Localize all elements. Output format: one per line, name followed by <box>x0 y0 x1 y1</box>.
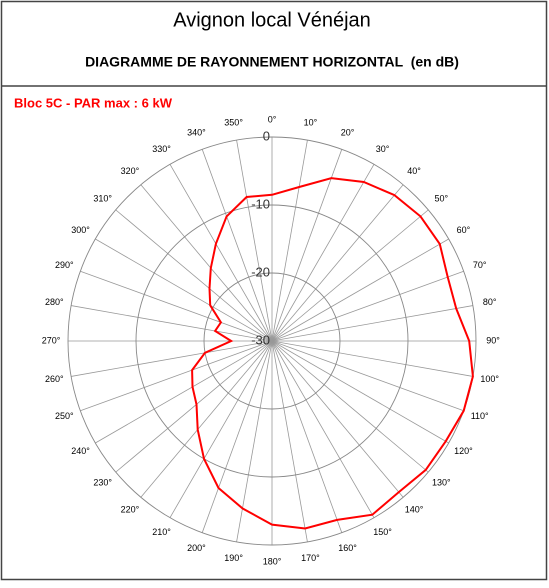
grid-ring <box>135 204 409 478</box>
angle-label: 240° <box>71 446 90 456</box>
grid-ring <box>67 136 477 546</box>
angle-label: 60° <box>457 225 471 235</box>
r-tick-label: -10 <box>251 196 270 211</box>
angle-label: 320° <box>121 166 140 176</box>
angle-label: 110° <box>471 411 489 421</box>
spoke <box>271 340 308 542</box>
angle-label: 350° <box>224 118 243 128</box>
spoke <box>80 270 273 342</box>
angle-label: 20° <box>341 128 355 138</box>
angle-label: 250° <box>55 411 74 421</box>
spoke <box>71 340 273 377</box>
angle-label: 330° <box>152 144 171 154</box>
angle-label: 160° <box>338 543 357 553</box>
angle-label: 0° <box>268 114 277 124</box>
angle-label: 340° <box>187 128 206 138</box>
angle-label: 10° <box>304 118 318 128</box>
spoke <box>271 340 404 498</box>
angle-label: 100° <box>480 374 499 384</box>
spoke <box>271 238 449 342</box>
angle-label: 180° <box>263 556 282 566</box>
spoke <box>271 340 375 518</box>
angle-label: 170° <box>301 553 320 563</box>
angle-label: 90° <box>486 335 500 345</box>
chart-title: Avignon local Vénéjan <box>173 9 371 31</box>
spoke <box>201 149 273 342</box>
angle-label: 130° <box>432 477 451 487</box>
grid-ring <box>203 272 341 410</box>
spoke <box>271 209 429 342</box>
angle-label: 200° <box>187 543 206 553</box>
spoke <box>271 340 449 444</box>
spoke <box>115 340 273 473</box>
spoke <box>95 238 273 342</box>
spoke <box>169 164 273 342</box>
spoke <box>271 340 343 533</box>
series-line <box>191 177 474 530</box>
spoke <box>271 164 375 342</box>
spoke <box>271 270 464 342</box>
spoke <box>140 184 273 342</box>
angle-label: 50° <box>434 193 448 203</box>
series-label: Bloc 5C - PAR max : 6 kW <box>14 95 173 110</box>
spoke <box>80 340 273 412</box>
spoke <box>271 140 308 342</box>
spoke <box>271 340 429 473</box>
angle-label: 70° <box>473 260 487 270</box>
spoke <box>95 340 273 444</box>
spoke <box>169 340 273 518</box>
angle-label: 140° <box>405 505 424 515</box>
angle-label: 210° <box>152 527 171 537</box>
angle-label: 300° <box>71 225 90 235</box>
angle-label: 120° <box>454 446 473 456</box>
spoke <box>271 305 473 342</box>
angle-label: 310° <box>93 193 112 203</box>
r-tick-label: 0 <box>263 128 270 143</box>
spoke <box>201 340 273 533</box>
r-tick-label: -30 <box>251 332 270 347</box>
spoke <box>140 340 273 498</box>
angle-label: 80° <box>483 297 497 307</box>
angle-label: 290° <box>55 260 74 270</box>
spoke <box>271 149 343 342</box>
angle-label: 190° <box>224 553 243 563</box>
angle-label: 40° <box>407 166 421 176</box>
angle-label: 230° <box>93 477 112 487</box>
angle-label: 270° <box>42 335 61 345</box>
spoke <box>271 340 473 377</box>
angle-label: 280° <box>45 297 64 307</box>
angle-label: 30° <box>376 144 390 154</box>
spoke <box>115 209 273 342</box>
spoke <box>271 184 404 342</box>
r-tick-label: -20 <box>251 264 270 279</box>
chart-subtitle: DIAGRAMME DE RAYONNEMENT HORIZONTAL (en … <box>85 54 459 70</box>
spoke <box>236 140 273 342</box>
spoke <box>271 340 464 412</box>
angle-label: 260° <box>45 374 64 384</box>
angle-label: 220° <box>121 505 140 515</box>
angle-label: 150° <box>373 527 392 537</box>
spoke <box>71 305 273 342</box>
